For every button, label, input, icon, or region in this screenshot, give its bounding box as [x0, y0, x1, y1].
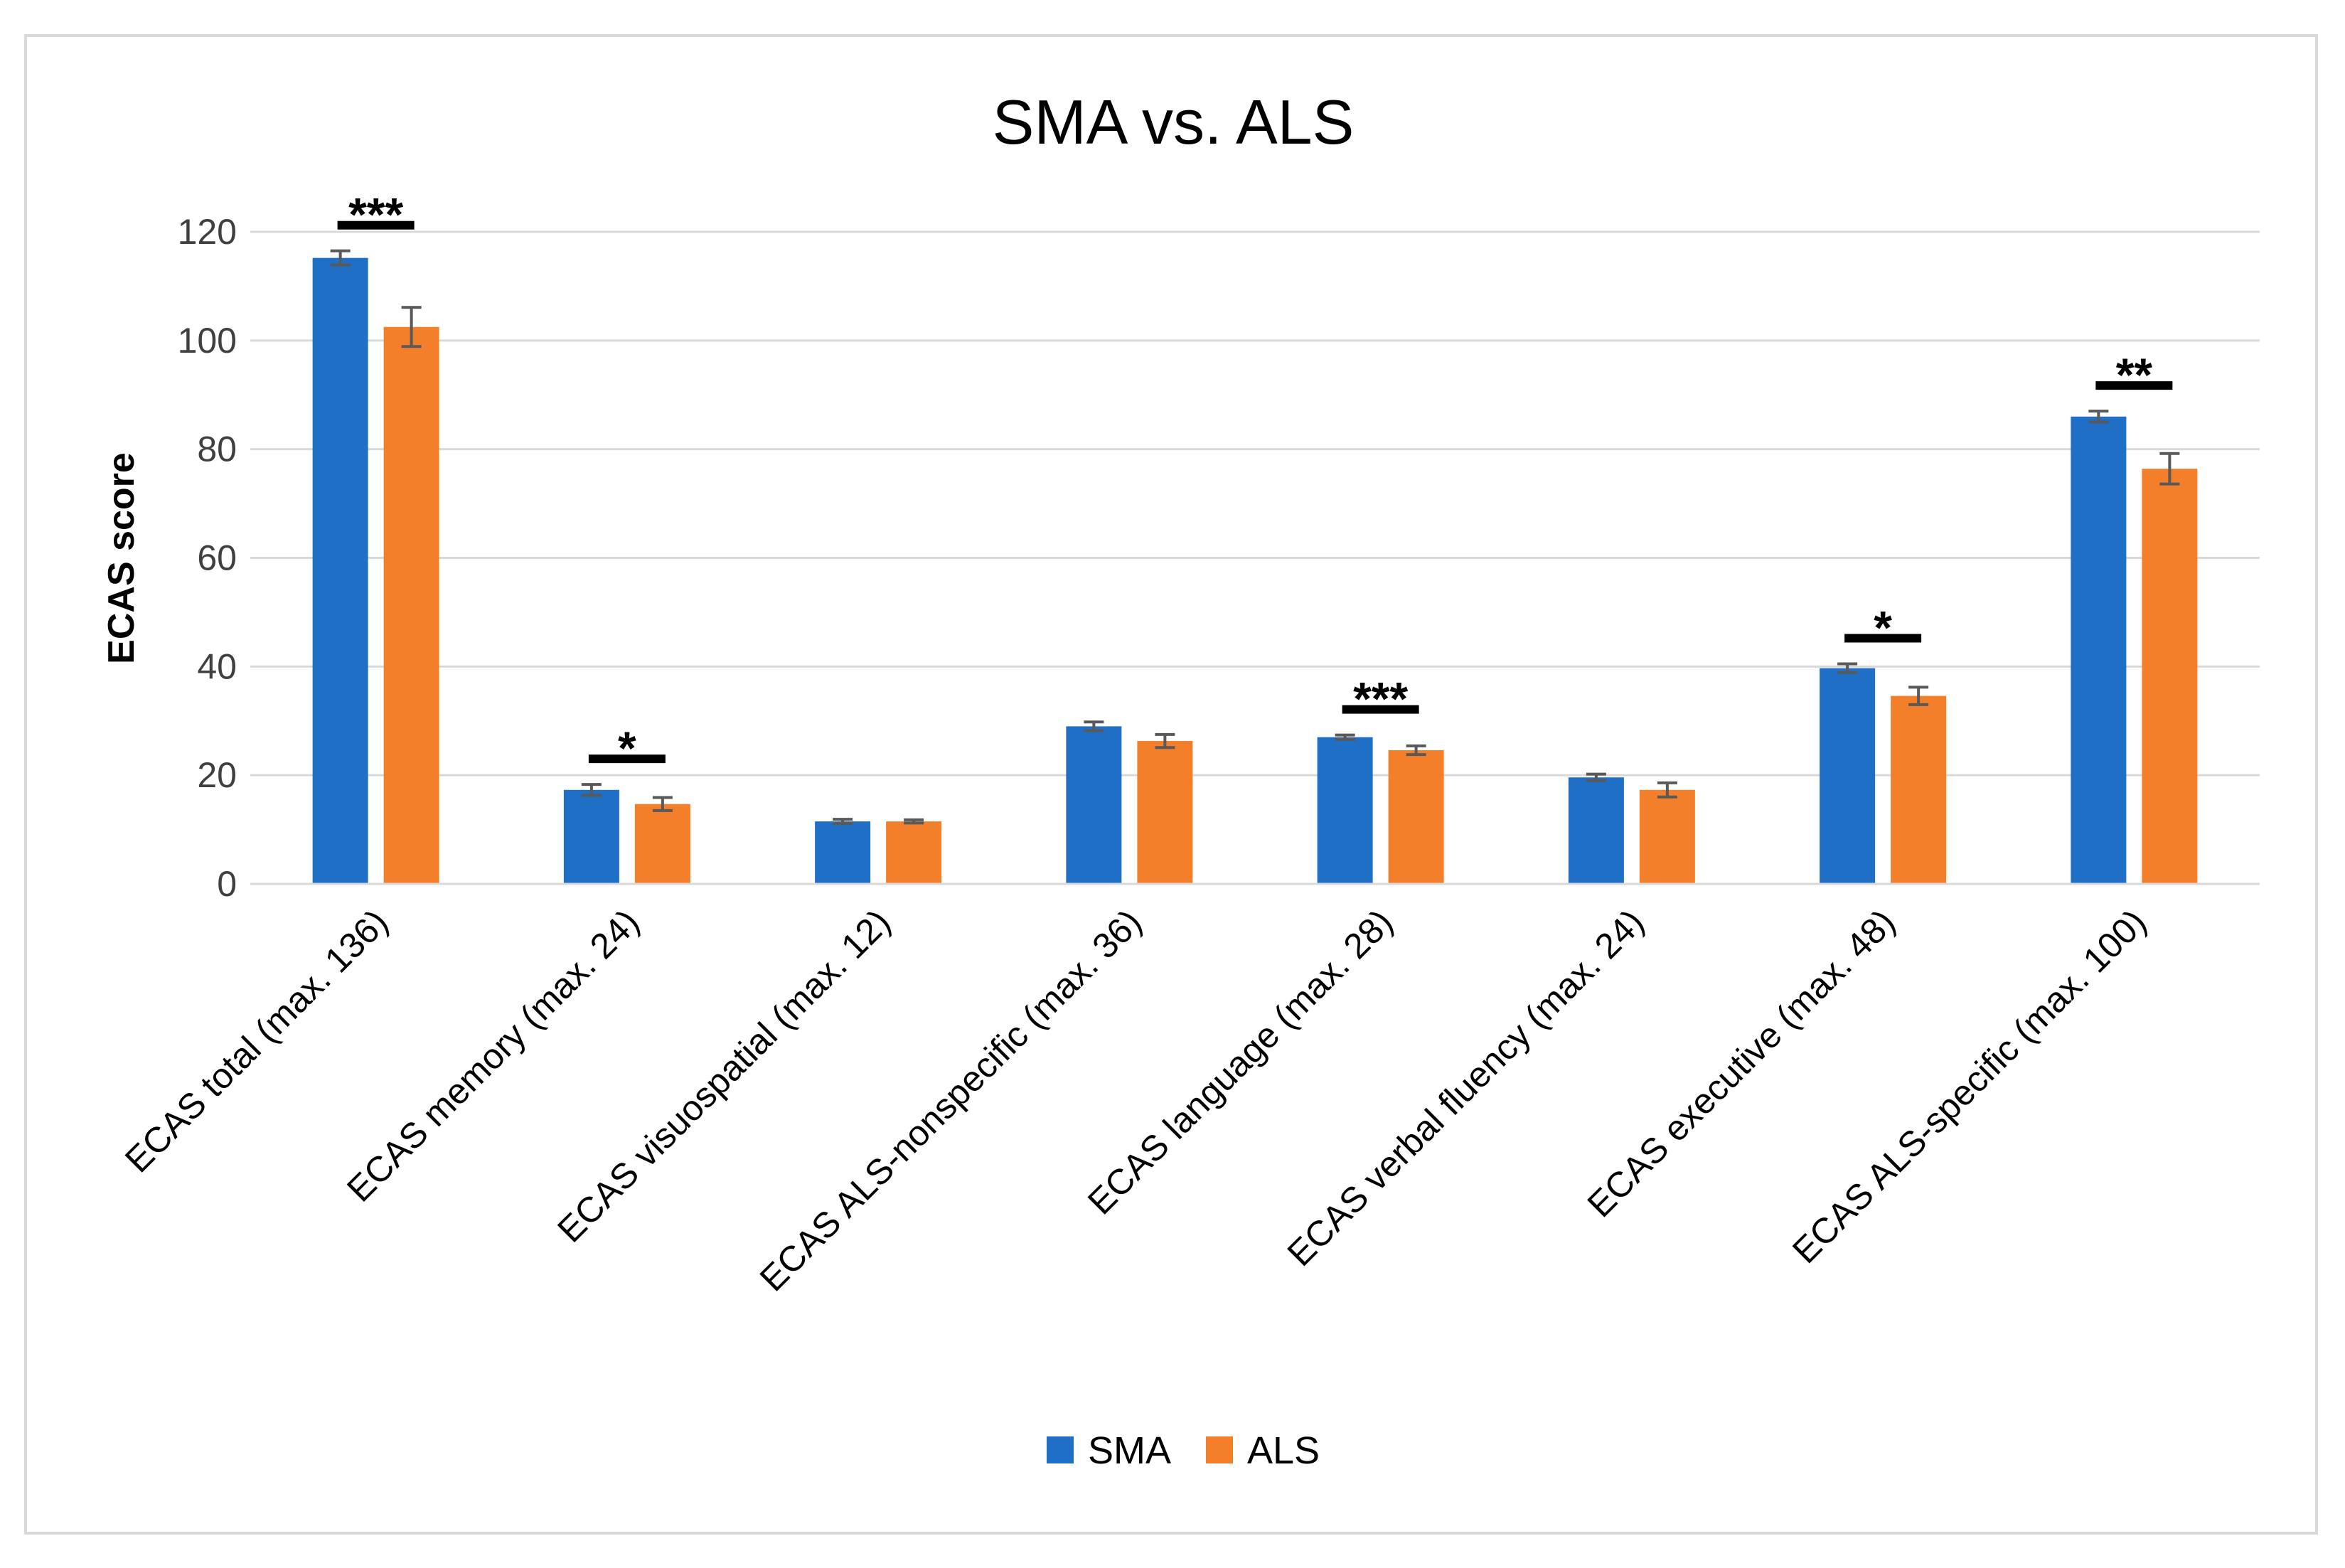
- y-tick-label-20: 20: [197, 755, 237, 795]
- y-axis-label: ECAS score: [101, 452, 142, 664]
- bar-als-3: [1137, 741, 1193, 884]
- bar-sma-3: [1066, 726, 1122, 884]
- legend-swatch-sma: [1047, 1436, 1074, 1463]
- y-tick-label-40: 40: [197, 646, 237, 686]
- gridlines: [250, 230, 2260, 777]
- bar-sma-4: [1317, 737, 1373, 884]
- bar-sma-1: [563, 789, 619, 884]
- significance-stars-7: **: [2116, 348, 2153, 401]
- bar-sma-5: [1568, 777, 1624, 884]
- bar-als-7: [2142, 469, 2198, 884]
- y-tick-label-80: 80: [197, 430, 237, 469]
- y-tick-label-60: 60: [197, 538, 237, 578]
- category-label-1: ECAS memory (max. 24): [339, 902, 647, 1210]
- bar-sma-2: [815, 821, 871, 884]
- legend-swatch-als: [1206, 1436, 1233, 1463]
- legend: SMA ALS: [1047, 1429, 1320, 1472]
- bar-als-5: [1639, 789, 1695, 884]
- y-tick-label-100: 100: [178, 321, 237, 361]
- error-bars-layer: [330, 249, 2180, 826]
- chart-title: SMA vs. ALS: [993, 87, 1355, 157]
- legend-label-sma: SMA: [1088, 1429, 1171, 1472]
- bar-sma-6: [1820, 668, 1876, 884]
- bar-sma-0: [312, 257, 368, 884]
- bar-als-0: [383, 326, 439, 885]
- category-label-0: ECAS total (max. 136): [117, 902, 395, 1180]
- bar-als-2: [886, 821, 942, 884]
- category-labels: ECAS total (max. 136)ECAS memory (max. 2…: [117, 902, 2154, 1298]
- legend-label-als: ALS: [1247, 1429, 1320, 1472]
- bars-layer: [312, 257, 2198, 885]
- y-tick-label-120: 120: [178, 212, 237, 252]
- significance-layer: **********: [337, 188, 2173, 774]
- bar-als-1: [634, 804, 690, 884]
- y-axis-ticks: 0 20 40 60 80 100 120: [178, 212, 237, 904]
- bar-als-4: [1388, 750, 1444, 884]
- significance-stars-6: *: [1874, 602, 1892, 654]
- bar-als-6: [1891, 695, 1947, 884]
- y-tick-label-0: 0: [217, 864, 237, 904]
- significance-stars-4: ***: [1353, 673, 1408, 725]
- significance-stars-0: ***: [348, 188, 403, 241]
- significance-stars-1: *: [618, 722, 636, 774]
- bar-sma-7: [2071, 416, 2127, 884]
